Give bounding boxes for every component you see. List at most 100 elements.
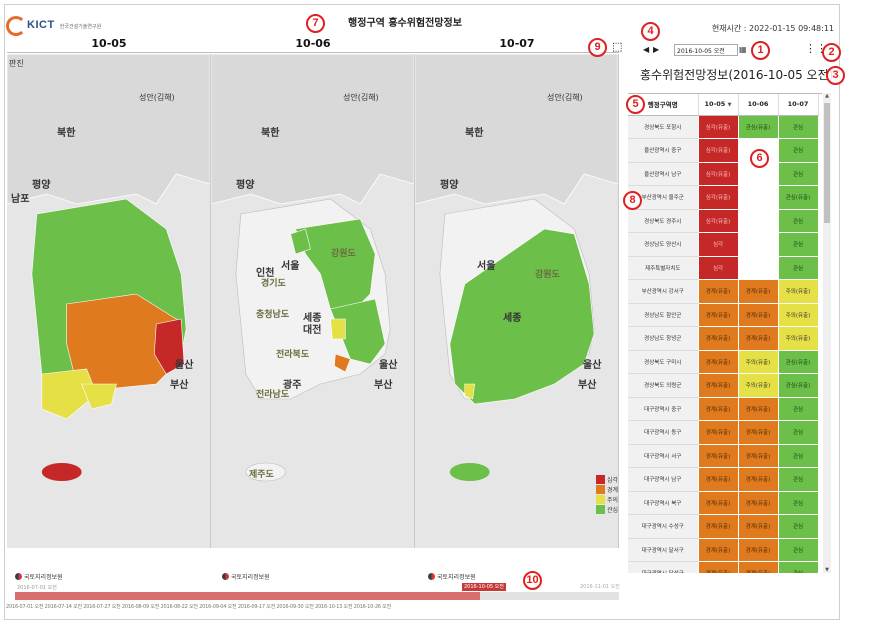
table-header-row: 행정구역명 10-05 ▼ 10-06 10-07 — [628, 94, 819, 116]
legend-swatch — [596, 474, 605, 484]
annotation-marker: 6 — [750, 149, 769, 168]
risk-cell — [738, 256, 779, 280]
table-row[interactable]: 경상남도 양산시 심각 관심 — [628, 232, 819, 257]
map-label: 경기도 — [261, 279, 286, 289]
table-row[interactable]: 대구광역시 서구 경계(유출) 경계(유출) 관심 — [628, 444, 819, 468]
scroll-down-icon[interactable]: ▼ — [825, 567, 829, 573]
column-header-label: 10-06 — [747, 100, 769, 109]
annotation-marker: 10 — [523, 571, 542, 590]
region-cell[interactable]: 제주특별자치도 — [628, 256, 699, 280]
region-cell[interactable]: 경상남도 창녕군 — [628, 326, 699, 351]
flood-map-10-07[interactable]: 북한 평양 서울 강원도 세종 울산 부산 성안(김해) — [415, 54, 619, 548]
risk-cell: 경계(유출) — [738, 279, 779, 304]
table-row[interactable]: 제주특별자치도 심각 관심 — [628, 256, 819, 280]
risk-cell: 심각(유출) — [698, 209, 739, 233]
risk-cell: 경계(유출) — [698, 538, 739, 562]
map-label: 세종 — [503, 313, 522, 324]
page-title: 행정구역 홍수위험전망정보 — [348, 18, 462, 29]
scroll-up-icon[interactable]: ▲ — [825, 93, 829, 99]
risk-cell: 경계(유출) — [738, 538, 779, 562]
prev-date-button[interactable]: ◀ — [643, 45, 650, 54]
timeline-slider[interactable] — [15, 592, 619, 600]
next-date-button[interactable]: ▶ — [653, 45, 660, 54]
table-row[interactable]: 경상북도 구미시 경계(유출) 주의(유출) 관심(유출) — [628, 350, 819, 374]
map-1-graphic — [7, 54, 210, 481]
map-label: 충청남도 — [256, 310, 290, 320]
table-row[interactable]: 경상남도 함안군 경계(유출) 경계(유출) 주의(유출) — [628, 303, 819, 327]
column-header-region[interactable]: 행정구역명 — [628, 94, 699, 116]
map-date-header: 10-05 — [7, 36, 211, 53]
table-row[interactable]: 경상북도 의령군 경계(유출) 주의(유출) 관심(유출) — [628, 373, 819, 398]
map-3-graphic — [415, 54, 618, 481]
region-cell[interactable]: 대구광역시 달서구 — [628, 538, 699, 562]
region-cell[interactable]: 부산광역시 강서구 — [628, 279, 699, 304]
region-cell[interactable]: 대구광역시 수성구 — [628, 514, 699, 539]
legend-label: 심각 — [607, 476, 619, 484]
table-row[interactable]: 경상북도 포항시 심각(유출) 관심(유출) 관심 — [628, 115, 819, 139]
table-scrollbar[interactable]: ▲ ▼ — [823, 93, 831, 573]
map-label: 서울 — [281, 261, 300, 272]
region-cell[interactable]: 대구광역시 남구 — [628, 467, 699, 492]
attribution-icon — [222, 573, 229, 580]
map-attribution: 국토지리정보원 — [428, 572, 476, 581]
region-cell[interactable]: 경상북도 포항시 — [628, 115, 699, 139]
share-icon[interactable]: ⬚ — [612, 40, 623, 53]
table-body: 경상북도 포항시 심각(유출) 관심(유출) 관심 울산광역시 중구 심각(유출) 관심 울산… — [628, 115, 819, 573]
table-row[interactable]: 대구광역시 남구 경계(유출) 경계(유출) 관심 — [628, 467, 819, 492]
table-row[interactable]: 대구광역시 북구 경계(유출) 경계(유출) 관심 — [628, 491, 819, 515]
risk-cell: 관심(유출) — [778, 373, 819, 398]
region-cell[interactable]: 경상남도 양산시 — [628, 232, 699, 257]
risk-cell: 경계(유출) — [738, 514, 779, 539]
region-cell[interactable]: 울산광역시 남구 — [628, 162, 699, 186]
region-cell[interactable]: 부산광역시 울주군 — [628, 185, 699, 210]
region-cell[interactable]: 경상북도 구미시 — [628, 350, 699, 374]
risk-cell: 경계(유출) — [698, 303, 739, 327]
column-header-date[interactable]: 10-05 ▼ — [698, 94, 739, 116]
region-cell[interactable]: 대구광역시 동구 — [628, 420, 699, 445]
risk-table: 행정구역명 10-05 ▼ 10-06 10-07 경상북도 포항시 심각(유출)… — [628, 93, 822, 573]
calendar-icon[interactable]: ▦ — [739, 45, 747, 54]
legend-label: 경계 — [607, 486, 619, 494]
table-row[interactable]: 대구광역시 달서구 경계(유출) 경계(유출) 관심 — [628, 538, 819, 562]
risk-cell: 관심 — [778, 561, 819, 573]
table-row[interactable]: 울산광역시 남구 심각(유출) 관심 — [628, 162, 819, 186]
table-row[interactable]: 대구광역시 수성구 경계(유출) 경계(유출) 관심 — [628, 514, 819, 539]
region-cell[interactable]: 대구광역시 서구 — [628, 444, 699, 468]
table-row[interactable]: 부산광역시 강서구 경계(유출) 경계(유출) 주의(유출) — [628, 279, 819, 304]
risk-cell: 심각(유출) — [698, 162, 739, 186]
table-row[interactable]: 대구광역시 달성군경계(유출)경계(유출)관심 — [628, 561, 819, 573]
risk-cell: 경계(유출) — [738, 397, 779, 421]
flood-map-10-05[interactable]: 북한 평양 남포 울산 부산 성안(김해) 판진 — [7, 54, 211, 548]
scroll-thumb[interactable] — [824, 103, 830, 223]
table-row[interactable]: 경상북도 경주시 심각(유출) 관심 — [628, 209, 819, 233]
map-label: 인천 — [256, 268, 275, 279]
risk-cell: 관심 — [778, 138, 819, 163]
risk-cell: 경계(유출) — [698, 467, 739, 492]
map-date-header: 10-07 — [415, 36, 619, 53]
timeline-ticks: 2016-07-01 오전 2016-07-14 오전 2016-07-27 오… — [6, 604, 391, 610]
legend-swatch — [596, 494, 605, 504]
region-cell[interactable]: 울산광역시 중구 — [628, 138, 699, 163]
column-header-date[interactable]: 10-06 — [738, 94, 779, 116]
column-header-date[interactable]: 10-07 — [778, 94, 819, 116]
flood-map-10-06[interactable]: 북한 평양 서울 인천 경기도 강원도 충청남도 세종 대전 전라북도 전라남도… — [211, 54, 415, 548]
region-cell[interactable]: 대구광역시 중구 — [628, 397, 699, 421]
risk-cell: 심각(유출) — [698, 115, 739, 139]
region-cell[interactable]: 대구광역시 북구 — [628, 491, 699, 515]
table-row[interactable]: 대구광역시 동구 경계(유출) 경계(유출) 관심 — [628, 420, 819, 445]
risk-cell: 관심 — [778, 256, 819, 280]
grid-menu-icon[interactable]: ⋮⋮ — [805, 42, 827, 55]
table-row[interactable]: 대구광역시 중구 경계(유출) 경계(유출) 관심 — [628, 397, 819, 421]
region-cell[interactable]: 경상남도 함안군 — [628, 303, 699, 327]
region-cell[interactable]: 경상북도 의령군 — [628, 373, 699, 398]
table-row[interactable]: 부산광역시 울주군 심각(유출) 관심(유출) — [628, 185, 819, 210]
date-input[interactable] — [674, 44, 738, 56]
risk-cell: 관심(유출) — [778, 185, 819, 210]
risk-cell: 관심 — [778, 491, 819, 515]
legend-item: 경계 — [596, 484, 624, 494]
table-row[interactable]: 울산광역시 중구 심각(유출) 관심 — [628, 138, 819, 163]
map-label: 전라남도 — [256, 390, 290, 400]
table-row[interactable]: 경상남도 창녕군 경계(유출) 경계(유출) 주의(유출) — [628, 326, 819, 351]
region-cell[interactable]: 경상북도 경주시 — [628, 209, 699, 233]
region-cell[interactable]: 대구광역시 달성군 — [628, 561, 699, 573]
